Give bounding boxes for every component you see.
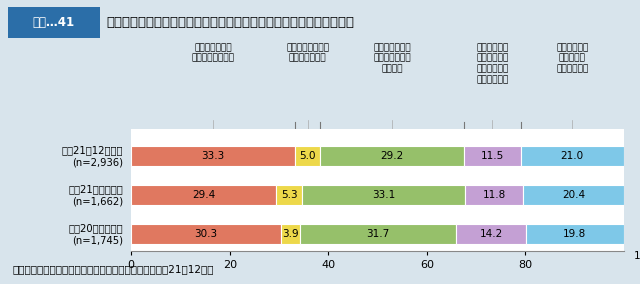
Text: 図表…41: 図表…41 (33, 16, 75, 29)
Text: 3.9: 3.9 (282, 229, 298, 239)
Text: 100（%）: 100（%） (634, 250, 640, 260)
Text: 30.3: 30.3 (195, 229, 218, 239)
Text: 20.4: 20.4 (562, 190, 586, 200)
Text: 11.8: 11.8 (483, 190, 506, 200)
Bar (131, 224, 280, 244)
Text: 19.8: 19.8 (563, 229, 586, 239)
FancyBboxPatch shape (8, 7, 100, 38)
Bar (456, 224, 526, 244)
Bar (524, 185, 624, 205)
Bar (295, 146, 320, 166)
Bar (280, 224, 300, 244)
Bar (465, 185, 524, 205)
Bar (276, 185, 302, 205)
Text: 5.3: 5.3 (281, 190, 298, 200)
Text: 現在はしてい
ないが、近い
うちにしよう
と思っている: 現在はしてい ないが、近い うちにしよう と思っている (476, 43, 508, 84)
Text: 33.3: 33.3 (202, 151, 225, 161)
Bar (131, 185, 276, 205)
Bar (302, 185, 465, 205)
Bar (526, 224, 623, 244)
Bar (464, 146, 520, 166)
Bar (320, 146, 464, 166)
Text: 31.7: 31.7 (366, 229, 390, 239)
Text: 29.4: 29.4 (192, 190, 215, 200)
Text: 33.1: 33.1 (372, 190, 396, 200)
Text: 時々気をつけて
いるが、継続的
ではない: 時々気をつけて いるが、継続的 ではない (373, 43, 411, 74)
Text: 29.2: 29.2 (380, 151, 403, 161)
Bar (520, 146, 624, 166)
Text: 11.5: 11.5 (481, 151, 504, 161)
Text: 実践しているが、
半年未満である: 実践しているが、 半年未満である (286, 43, 329, 63)
Text: 現在していな
い、しよう
とも思わない: 現在していな い、しよう とも思わない (556, 43, 588, 74)
Text: 実践して、半年
以上継続している: 実践して、半年 以上継続している (192, 43, 235, 63)
Bar (300, 224, 456, 244)
Text: メタボリックシンドロームの予防や改善のための食事・運動の実践度: メタボリックシンドロームの予防や改善のための食事・運動の実践度 (106, 16, 354, 29)
Text: 21.0: 21.0 (561, 151, 584, 161)
Text: 資料：内閣府「食育の現状と意識に関する調査」（平成21年12月）: 資料：内閣府「食育の現状と意識に関する調査」（平成21年12月） (13, 264, 214, 274)
Text: 14.2: 14.2 (479, 229, 502, 239)
Text: 5.0: 5.0 (300, 151, 316, 161)
Bar (131, 146, 295, 166)
